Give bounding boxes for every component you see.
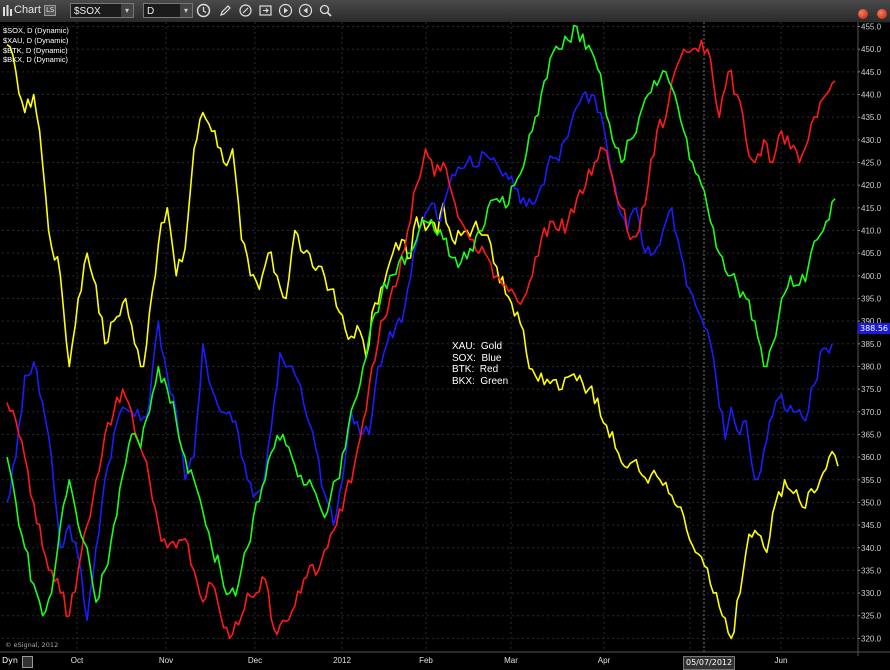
y-tick-label: 395.0 [861,294,882,303]
window-title: Chart [14,4,41,16]
x-tick-label: Apr [598,656,611,665]
x-tick-label: Nov [159,656,173,665]
y-tick-label: 380.0 [861,362,882,371]
y-tick-label: 375.0 [861,385,882,394]
y-tick-label: 325.0 [861,612,882,621]
x-tick-label: Feb [419,656,433,665]
interval-value: D [147,6,155,17]
chart-svg: 320.0 325.0 330.0 335.0 340.0 345.0 350.0 355.0… [0,22,890,665]
y-tick-label: 335.0 [861,566,882,575]
chart-window-icon [3,5,12,16]
target-icon[interactable] [238,3,253,18]
series-legend: $SOX, D (Dynamic) $XAU, D (Dynamic) $BTK… [3,26,69,65]
minimize-button[interactable] [857,9,868,19]
y-tick-label: 330.0 [861,589,882,598]
y-tick-label: 350.0 [861,498,882,507]
dyn-label[interactable]: Dyn [2,656,18,665]
y-tick-label: 365.0 [861,430,882,439]
close-button[interactable] [877,9,887,19]
clock-icon[interactable] [196,3,211,18]
y-tick-label: 455.0 [861,23,882,32]
series-line-btk [6,39,836,640]
last-price-badge: 388.56 [858,322,890,334]
series-line-bkx [6,24,836,617]
legend-entry-bkx: $BKX, D (Dynamic) [3,55,69,65]
y-tick-label: 425.0 [861,159,882,168]
symbol-value: $SOX [74,6,101,17]
y-tick-label: 405.0 [861,249,882,258]
y-tick-label: 370.0 [861,408,882,417]
symbol-input[interactable]: $SOX ▾ [70,3,134,18]
annotation-bkx: BKX: Green [452,375,509,387]
annotation-sox: SOX: Blue [452,352,502,364]
x-tick-label: Mar [504,656,518,665]
dyn-toggle-box[interactable] [22,656,33,668]
annotation-xau: XAU: Gold [452,341,503,352]
cursor-date-badge: 05/07/2012 [683,656,736,670]
legend-entry-sox: $SOX, D (Dynamic) [3,26,69,35]
y-tick-label: 435.0 [861,113,882,122]
chevron-down-icon[interactable]: ▾ [180,4,192,17]
x-tick-label: 2012 [333,656,351,665]
interval-input[interactable]: D ▾ [143,3,193,18]
y-tick-label: 320.0 [861,634,882,643]
rewind-icon[interactable] [298,3,313,18]
y-tick-label: 400.0 [861,272,882,281]
series-line-xau [6,44,839,640]
y-tick-label: 360.0 [861,453,882,462]
legend-entry-xau: $XAU, D (Dynamic) [3,35,69,45]
refresh-icon[interactable] [258,3,273,18]
x-tick-label: Oct [71,656,84,665]
magnify-icon[interactable] [318,3,333,18]
y-tick-label: 345.0 [861,521,882,530]
legend-entry-btk: $BTK, D (Dynamic) [3,45,68,55]
y-tick-label: 420.0 [861,181,882,190]
link-badge[interactable]: LS [44,5,57,16]
y-tick-label: 410.0 [861,226,882,235]
x-tick-label: Dec [248,656,262,665]
y-tick-label: 415.0 [861,204,882,213]
title-bar: Chart LS $SOX ▾ D ▾ [0,0,890,23]
annotation-btk: BTK: Red [452,364,499,376]
y-tick-label: 450.0 [861,45,882,54]
y-tick-label: 355.0 [861,476,882,485]
copyright-text: © eSignal, 2012 [5,641,59,649]
chevron-down-icon[interactable]: ▾ [121,4,133,17]
play-icon[interactable] [278,3,293,18]
y-tick-label: 385.0 [861,340,882,349]
y-tick-label: 440.0 [861,91,882,100]
y-tick-label: 445.0 [861,68,882,77]
color-key-annotation: XAU: Gold SOX: Blue BTK: Red BKX: Green [452,341,508,387]
series-line-sox [6,91,833,622]
y-tick-label: 430.0 [861,136,882,145]
pencil-icon[interactable] [218,3,233,18]
y-tick-label: 340.0 [861,544,882,553]
window-controls [854,4,887,23]
chart-plot-area[interactable]: 320.0 325.0 330.0 335.0 340.0 345.0 350.0 355.0… [0,22,890,665]
x-tick-label: Jun [775,656,788,665]
y-tick-label: 390.0 [861,317,882,326]
